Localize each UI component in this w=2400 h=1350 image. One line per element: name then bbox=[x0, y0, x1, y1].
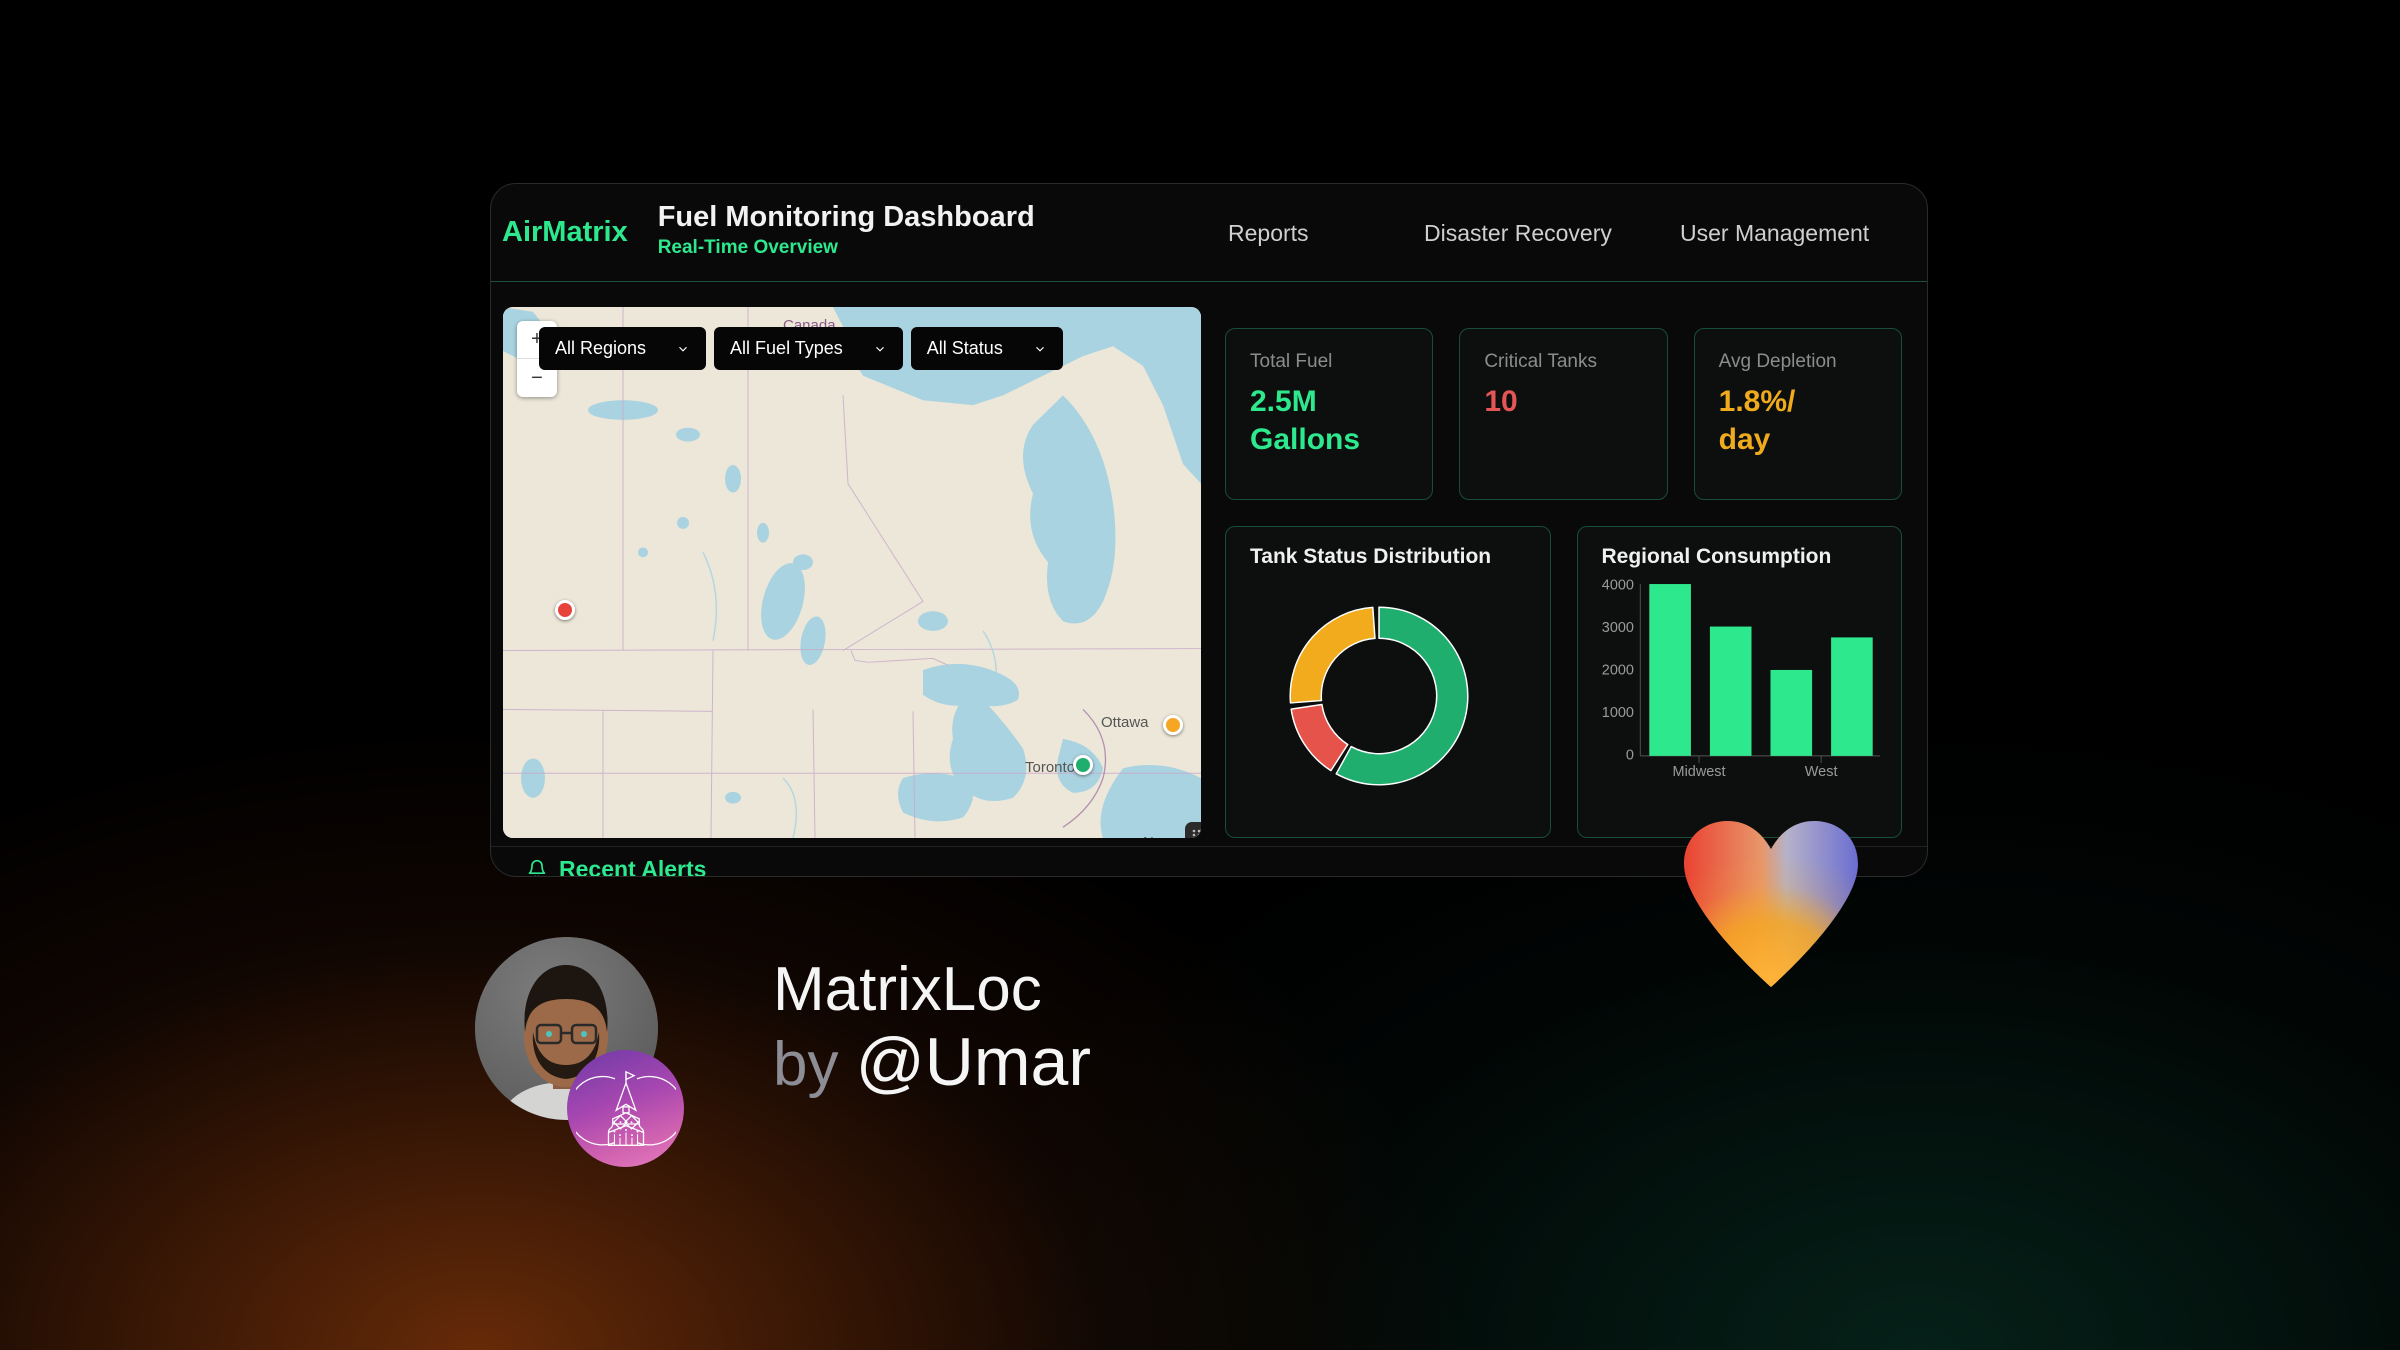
svg-text:Midwest: Midwest bbox=[1672, 764, 1725, 780]
svg-text:West: West bbox=[1804, 764, 1837, 780]
svg-text:2000: 2000 bbox=[1601, 662, 1633, 678]
svg-text:1000: 1000 bbox=[1601, 705, 1633, 721]
svg-text:3000: 3000 bbox=[1601, 620, 1633, 636]
svg-text:4000: 4000 bbox=[1601, 577, 1633, 593]
svg-text:0: 0 bbox=[1625, 747, 1633, 763]
